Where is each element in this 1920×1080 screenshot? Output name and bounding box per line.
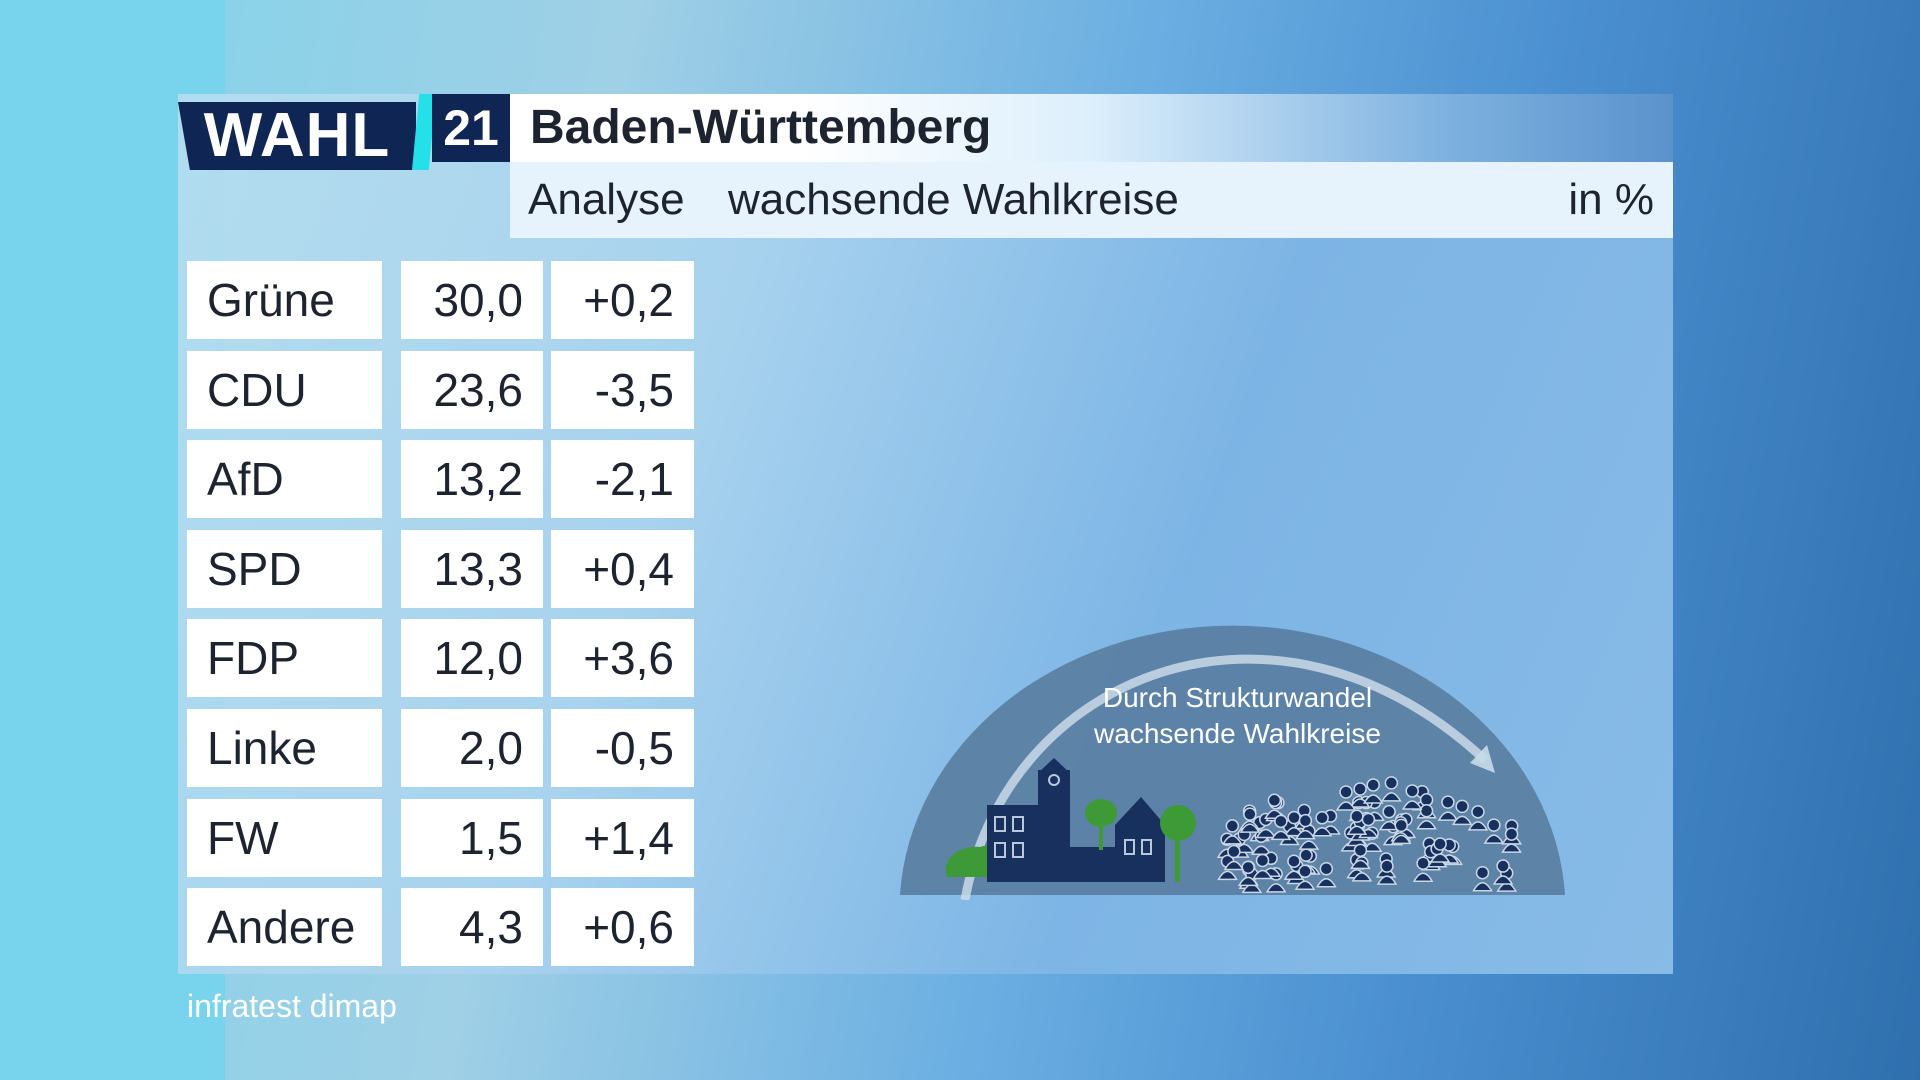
unit-label: in % — [1568, 175, 1654, 224]
person-icon — [1335, 785, 1357, 811]
party-name: Linke — [187, 709, 382, 787]
person-icon — [1358, 812, 1379, 839]
source-credit: infratest dimap — [187, 988, 397, 1024]
result-value: 2,0 — [401, 709, 543, 787]
person-icon — [1378, 804, 1400, 831]
result-value: 13,2 — [401, 440, 543, 519]
party-name: AfD — [187, 440, 382, 519]
person-icon — [1467, 805, 1489, 831]
party-name: FW — [187, 798, 382, 877]
change-value: +0,2 — [551, 261, 694, 339]
crowd-icon — [1216, 776, 1522, 894]
table-row: Grüne 30,0 +0,2 — [0, 261, 1920, 339]
person-icon — [1429, 837, 1451, 863]
party-name: SPD — [187, 529, 382, 608]
person-icon — [1270, 814, 1292, 841]
person-icon — [1472, 865, 1493, 892]
result-value: 1,5 — [401, 798, 543, 877]
illustration-label-line1: Durch Strukturwandel — [1102, 682, 1373, 713]
person-icon — [1362, 778, 1384, 804]
person-icon — [1222, 819, 1243, 845]
change-value: -0,5 — [551, 709, 694, 787]
person-icon — [1390, 818, 1412, 845]
person-icon — [1376, 859, 1398, 885]
change-value: +0,6 — [551, 888, 694, 967]
table-row: CDU 23,6 -3,5 — [0, 350, 1920, 429]
subtitle-analyse: Analyse — [528, 175, 685, 224]
person-icon — [1294, 864, 1316, 891]
table-row: AfD 13,2 -2,1 — [0, 440, 1920, 519]
person-icon — [1239, 807, 1261, 833]
logo-word: WAHL — [203, 101, 391, 170]
person-icon — [1349, 782, 1371, 808]
table-row: FDP 12,0 +3,6 — [0, 619, 1920, 698]
person-icon — [1223, 844, 1245, 871]
change-value: -3,5 — [551, 350, 694, 429]
person-icon — [1346, 809, 1368, 836]
result-value: 13,3 — [401, 529, 543, 608]
result-value: 12,0 — [401, 619, 543, 698]
person-icon — [1401, 784, 1423, 810]
table-row: Andere 4,3 +0,6 — [0, 888, 1920, 967]
person-icon — [1501, 827, 1522, 853]
person-icon — [1412, 856, 1434, 883]
person-icon — [1237, 860, 1259, 887]
table-row: SPD 13,3 +0,4 — [0, 529, 1920, 608]
subtitle-bar — [510, 162, 1673, 238]
change-value: +0,4 — [551, 529, 694, 608]
structural-change-illustration — [900, 625, 1565, 900]
person-icon — [1416, 804, 1437, 830]
town-icon — [945, 758, 1196, 882]
logo-year: 21 — [432, 94, 510, 162]
wahl-logo: WAHL — [178, 102, 416, 170]
result-value: 23,6 — [401, 350, 543, 429]
change-value: +3,6 — [551, 619, 694, 698]
person-icon — [1483, 818, 1505, 844]
change-value: -2,1 — [551, 440, 694, 519]
person-icon — [1492, 859, 1514, 885]
page-title: Baden-Württemberg — [530, 101, 992, 154]
person-icon — [1381, 776, 1402, 802]
title-bar — [510, 94, 1673, 162]
result-value: 4,3 — [401, 888, 543, 967]
party-name: FDP — [187, 619, 382, 698]
person-icon — [1437, 795, 1459, 821]
party-name: CDU — [187, 350, 382, 429]
logo-year-text: 21 — [443, 100, 499, 156]
table-row: Linke 2,0 -0,5 — [0, 709, 1920, 787]
table-row: FW 1,5 +1,4 — [0, 798, 1920, 877]
person-icon — [1295, 813, 1316, 840]
person-icon — [1283, 854, 1305, 880]
change-value: +1,4 — [551, 798, 694, 877]
person-icon — [1252, 853, 1273, 880]
person-icon — [1316, 861, 1337, 888]
result-value: 30,0 — [401, 261, 543, 339]
person-icon — [1451, 799, 1473, 826]
party-name: Andere — [187, 888, 382, 967]
party-name: Grüne — [187, 261, 382, 339]
arrow-head-icon — [1470, 745, 1495, 773]
illustration-label-line2: wachsende Wahlkreise — [1094, 718, 1381, 749]
person-icon — [1350, 843, 1371, 870]
subtitle-topic: wachsende Wahlkreise — [728, 175, 1179, 224]
